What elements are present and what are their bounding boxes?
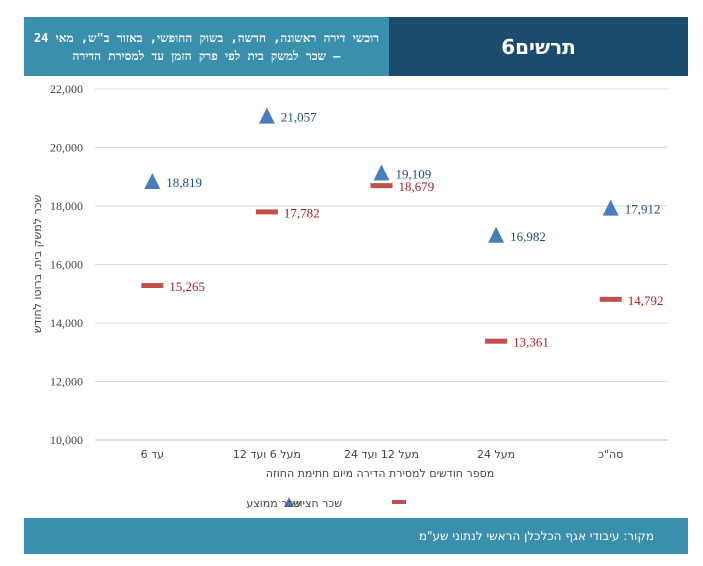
- x-category-label: עד 6: [141, 448, 164, 461]
- median-value-label: 15,265: [169, 279, 205, 294]
- average-marker: [373, 164, 390, 181]
- average-marker: [144, 173, 161, 190]
- source-footer: מקור: עיבודי אגף הכלכלן הראשי לנתוני שע"…: [24, 518, 688, 554]
- chart-subtitle: רוכשי דירה ראשונה, חדשה, בשוק החופשי, בא…: [33, 30, 380, 63]
- median-value-label: 13,361: [513, 335, 549, 350]
- x-axis-categories: עד 6 מעל 6 ועד 12 מעל 12 ועד 24 מעל 24 סה"כ: [141, 448, 624, 461]
- chart-subtitle-banner: רוכשי דירה ראשונה, חדשה, בשוק החופשי, בא…: [24, 17, 389, 76]
- x-category-label: מעל 24: [477, 448, 515, 461]
- x-category-label: סה"כ: [598, 448, 623, 461]
- legend-average-label: שכר ממוצע: [246, 497, 301, 510]
- source-text: מקור: עיבודי אגף הכלכלן הראשי לנתוני שע"…: [418, 529, 654, 543]
- median-value-label: 17,782: [284, 205, 320, 220]
- chart-label: תרשים6: [501, 34, 576, 59]
- median-value-label: 14,792: [628, 293, 664, 308]
- legend-average-swatch: [284, 497, 294, 507]
- average-value-label: 21,057: [281, 110, 317, 125]
- median-marker: [370, 183, 393, 189]
- average-value-label: 16,982: [510, 229, 546, 244]
- average-marker: [258, 107, 275, 124]
- median-value-label: 18,679: [399, 179, 435, 194]
- gridlines: [95, 88, 668, 441]
- y-tick-label: 14,000: [50, 316, 83, 330]
- average-value-label: 17,912: [625, 202, 661, 217]
- median-marker: [485, 338, 508, 344]
- y-axis-ticks: 10,000 12,000 14,000 16,000 18,000 20,000 22,0…: [50, 82, 83, 447]
- median-marker: [599, 296, 622, 302]
- legend-median-label: שכר חציוני: [293, 497, 343, 510]
- median-marker: [255, 209, 278, 215]
- average-marker: [488, 226, 505, 243]
- y-tick-label: 22,000: [50, 82, 83, 96]
- average-value-label: 19,109: [396, 167, 432, 182]
- median-marker: [141, 282, 164, 288]
- y-tick-label: 12,000: [50, 375, 83, 389]
- average-marker: [602, 199, 619, 216]
- average-value-label: 18,819: [166, 175, 202, 190]
- data-marks: 15,265 17,782 18,679 13,361 14,792 18,819 21,0…: [141, 107, 664, 350]
- y-tick-label: 18,000: [50, 199, 83, 213]
- x-category-label: מעל 6 ועד 12: [233, 448, 301, 461]
- chart-label-banner: תרשים6: [389, 17, 688, 76]
- x-axis-title: מספר חודשים למסירת הדירה מיום חתימת החוז…: [266, 467, 494, 480]
- y-tick-label: 10,000: [50, 433, 83, 447]
- y-tick-label: 16,000: [50, 258, 83, 272]
- y-tick-label: 20,000: [50, 141, 83, 155]
- legend-median-swatch: [392, 500, 406, 504]
- x-category-label: מעל 12 ועד 24: [344, 448, 419, 461]
- y-axis-title: שכר למשק בית, ברוטו לחודש: [31, 194, 44, 333]
